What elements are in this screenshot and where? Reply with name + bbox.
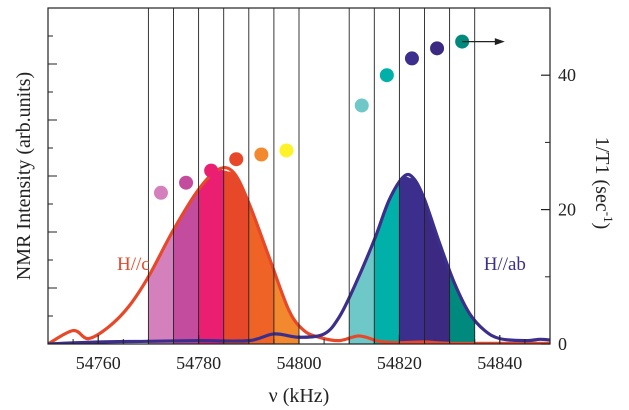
annotations: H//c H//ab: [117, 254, 526, 275]
band-fill-hc-4: [223, 170, 249, 344]
t1-point-6: [279, 143, 294, 158]
x-axis-label: ν (kHz): [269, 385, 330, 407]
left-axis-ticks: [48, 35, 57, 317]
right-tick-label-3: 40: [558, 65, 576, 85]
band-fill-hab-3: [399, 176, 425, 344]
band-fill-hab-4: [424, 199, 450, 344]
right-axis-label-close: ): [591, 223, 613, 230]
t1-point-8: [379, 68, 394, 83]
band-divider-lines: [147, 8, 476, 344]
hab-label: H//ab: [484, 254, 526, 275]
x-tick-label-1: 54760: [76, 353, 121, 373]
x-tick-label-3: 54800: [277, 353, 322, 373]
left-axis-label: NMR Intensity (arb.units): [13, 72, 35, 280]
t1-point-1: [153, 185, 168, 200]
x-tick-label-2: 54780: [176, 353, 221, 373]
band-fill-hab-1: [349, 239, 375, 344]
arrow: [462, 38, 505, 46]
hc-label: H//c: [117, 254, 150, 275]
x-tick-label-5: 54840: [477, 353, 522, 373]
t1-point-3: [204, 163, 219, 178]
band-fill-hc-1: [148, 229, 174, 344]
right-axis-ticks: 0 20 40: [541, 65, 576, 354]
right-tick-label-2: 20: [558, 200, 576, 220]
t1-point-9: [404, 51, 419, 66]
band-fill-hc-3: [198, 169, 224, 344]
intensity-bands: [148, 169, 475, 344]
arrow-head: [494, 38, 505, 46]
t1-point-5: [254, 147, 269, 162]
intensity-curves: [48, 166, 550, 344]
x-tick-label-4: 54820: [377, 353, 422, 373]
hc-curve: [48, 166, 550, 344]
t1-point-4: [229, 152, 244, 167]
right-axis-label-superscript: -1: [601, 212, 616, 223]
x-axis-ticks: 54760 54780 54800 54820 54840: [47, 335, 551, 373]
right-axis-label-base: 1/T1 (sec: [591, 137, 613, 212]
band-fill-hc-2: [173, 189, 199, 344]
t1-point-10: [430, 41, 445, 56]
t1-point-2: [179, 175, 194, 190]
band-fill-hc-5: [248, 202, 274, 344]
t1-point-7: [354, 98, 369, 113]
t1-points: [153, 34, 470, 200]
hab-curve: [48, 172, 550, 344]
right-axis-label: 1/T1 (sec-1): [591, 137, 616, 230]
right-tick-label-1: 0: [558, 334, 567, 354]
